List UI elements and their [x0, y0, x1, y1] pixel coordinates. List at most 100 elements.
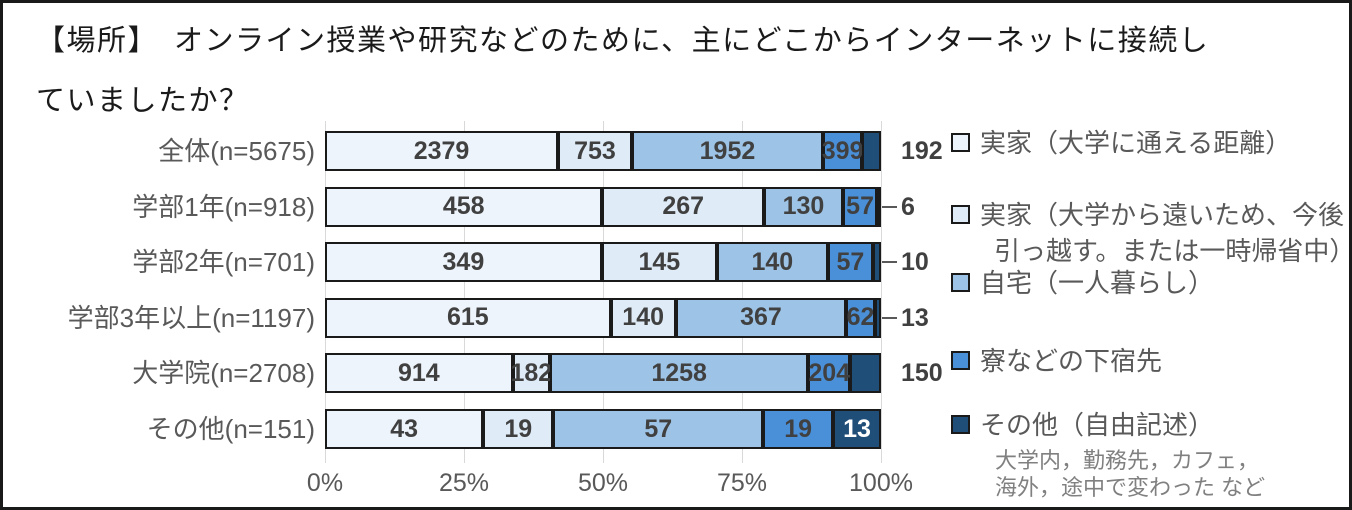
legend-label: 寮などの下宿先 [980, 343, 1162, 379]
value-label-outside: 192 [901, 137, 943, 165]
value-label: 349 [442, 247, 485, 276]
legend-label: その他（自由記述） [980, 407, 1214, 443]
x-axis-tick-label: 25% [438, 469, 490, 497]
bar-segment: 2379 [325, 131, 559, 171]
value-label: 753 [574, 136, 616, 165]
bar-row: 914 182 1258 204 [325, 353, 881, 394]
value-label: 458 [442, 192, 485, 221]
legend-note-line: 大学内，勤務先，カフェ， [995, 448, 1260, 473]
value-label: 914 [397, 358, 440, 387]
legend-item: 実家（大学に通える距離） [951, 125, 1291, 161]
bar-segment [850, 353, 881, 394]
gridline [742, 121, 743, 463]
gridline [464, 121, 465, 463]
bar-segment: 267 [602, 186, 765, 227]
bar-segment: 19 [763, 409, 834, 449]
legend-swatch [951, 415, 970, 434]
value-label: 367 [740, 303, 782, 332]
category-label: 全体(n=5675) [158, 136, 315, 166]
chart-title-line-2: ていましたか？ [36, 85, 250, 117]
bar-segment: 182 [510, 353, 553, 394]
category-label: 学部1年(n=918) [132, 191, 315, 222]
bar-segment: 57 [842, 186, 878, 227]
gridline [603, 121, 604, 463]
bar-segment: 349 [325, 242, 602, 283]
value-label: 19 [504, 414, 533, 443]
bar-segment: 140 [716, 242, 828, 283]
category-label: その他(n=151) [146, 414, 315, 444]
bar-segment: 57 [553, 409, 764, 449]
value-label: 57 [644, 414, 673, 443]
value-label: 57 [836, 247, 865, 276]
legend-label: 実家（大学に通える距離） [980, 125, 1291, 161]
legend-note: 大学内，勤務先，カフェ， 海外，途中で変わった など [995, 447, 1265, 501]
bar-segment: 914 [325, 353, 513, 394]
value-label-outside: 6 [901, 192, 915, 221]
value-label-outside: 13 [901, 303, 929, 332]
bar-segment: 367 [675, 297, 847, 338]
legend-label-line: 実家（大学から遠いため、今後 [980, 200, 1345, 230]
bar-segment [877, 186, 882, 227]
bar-segment: 1258 [550, 353, 809, 394]
leader-line [882, 316, 897, 319]
category-label: 大学院(n=2708) [132, 358, 315, 389]
bar-segment [862, 131, 881, 171]
value-label: 615 [446, 303, 489, 332]
value-label: 140 [622, 303, 665, 332]
chart-title-line-1: 【場所】 オンライン授業や研究などのために、主にどこからインターネットに接続し [36, 25, 1210, 57]
bar-segment: 62 [846, 297, 875, 338]
legend-label-line: 実家（大学に通える距離） [980, 128, 1292, 158]
bar-segment: 57 [827, 242, 874, 283]
bar-row: 349 145 140 57 [325, 242, 881, 283]
legend-label: 実家（大学から遠いため、今後 引っ越す。または一時帰省中） [980, 197, 1352, 269]
x-axis-tick-label: 50% [577, 469, 629, 497]
legend-item: 実家（大学から遠いため、今後 引っ越す。または一時帰省中） [951, 197, 1352, 269]
value-label: 13 [843, 414, 871, 443]
value-label-outside: 150 [901, 359, 943, 388]
value-label: 140 [751, 247, 794, 276]
leader-line [882, 261, 897, 264]
leader-line [882, 205, 897, 208]
legend-swatch [951, 273, 970, 292]
value-label: 267 [662, 192, 705, 221]
x-axis-tick-label: 100% [849, 469, 913, 497]
bar-segment: 13 [833, 409, 881, 449]
category-label: 学部2年(n=701) [132, 247, 315, 278]
value-label: 204 [808, 358, 851, 387]
legend-item: 自宅（一人暮らし） [951, 265, 1214, 301]
bar-segment [874, 297, 881, 338]
value-label: 182 [510, 358, 553, 387]
bar-segment: 399 [821, 131, 864, 171]
value-label: 145 [638, 247, 681, 276]
value-label: 19 [784, 414, 813, 443]
bar-segment: 615 [325, 297, 611, 338]
legend-label: 自宅（一人暮らし） [980, 265, 1214, 301]
value-label-outside: 10 [901, 248, 929, 277]
bar-segment [873, 242, 881, 283]
bar-segment: 140 [610, 297, 676, 338]
bar-segment: 43 [325, 409, 484, 449]
x-axis-tick-label: 75% [716, 469, 768, 497]
value-label: 1258 [651, 358, 707, 387]
bar-segment: 1952 [631, 131, 824, 171]
legend-swatch [951, 133, 970, 152]
value-label: 399 [821, 136, 864, 165]
legend-swatch [951, 205, 970, 224]
legend-note-line: 海外，途中で変わった など [995, 475, 1266, 500]
legend-item: 寮などの下宿先 [951, 343, 1162, 379]
bar-row: 43 19 57 19 13 [325, 409, 881, 449]
value-label: 62 [846, 303, 875, 332]
legend-item: その他（自由記述） [951, 407, 1214, 443]
legend-label-line: その他（自由記述） [980, 410, 1215, 440]
bar-segment: 130 [764, 186, 843, 227]
bar-segment: 204 [808, 353, 851, 394]
value-label: 130 [782, 192, 825, 221]
bar-row: 615 140 367 62 [325, 297, 881, 338]
bar-row: 458 267 130 57 [325, 186, 882, 227]
gridline [325, 121, 326, 463]
x-axis-tick-label: 0% [306, 469, 344, 497]
category-label: 学部3年以上(n=1197) [67, 302, 315, 333]
bar-row: 2379 753 1952 399 [325, 131, 881, 171]
legend-label-line: 寮などの下宿先 [980, 346, 1163, 376]
